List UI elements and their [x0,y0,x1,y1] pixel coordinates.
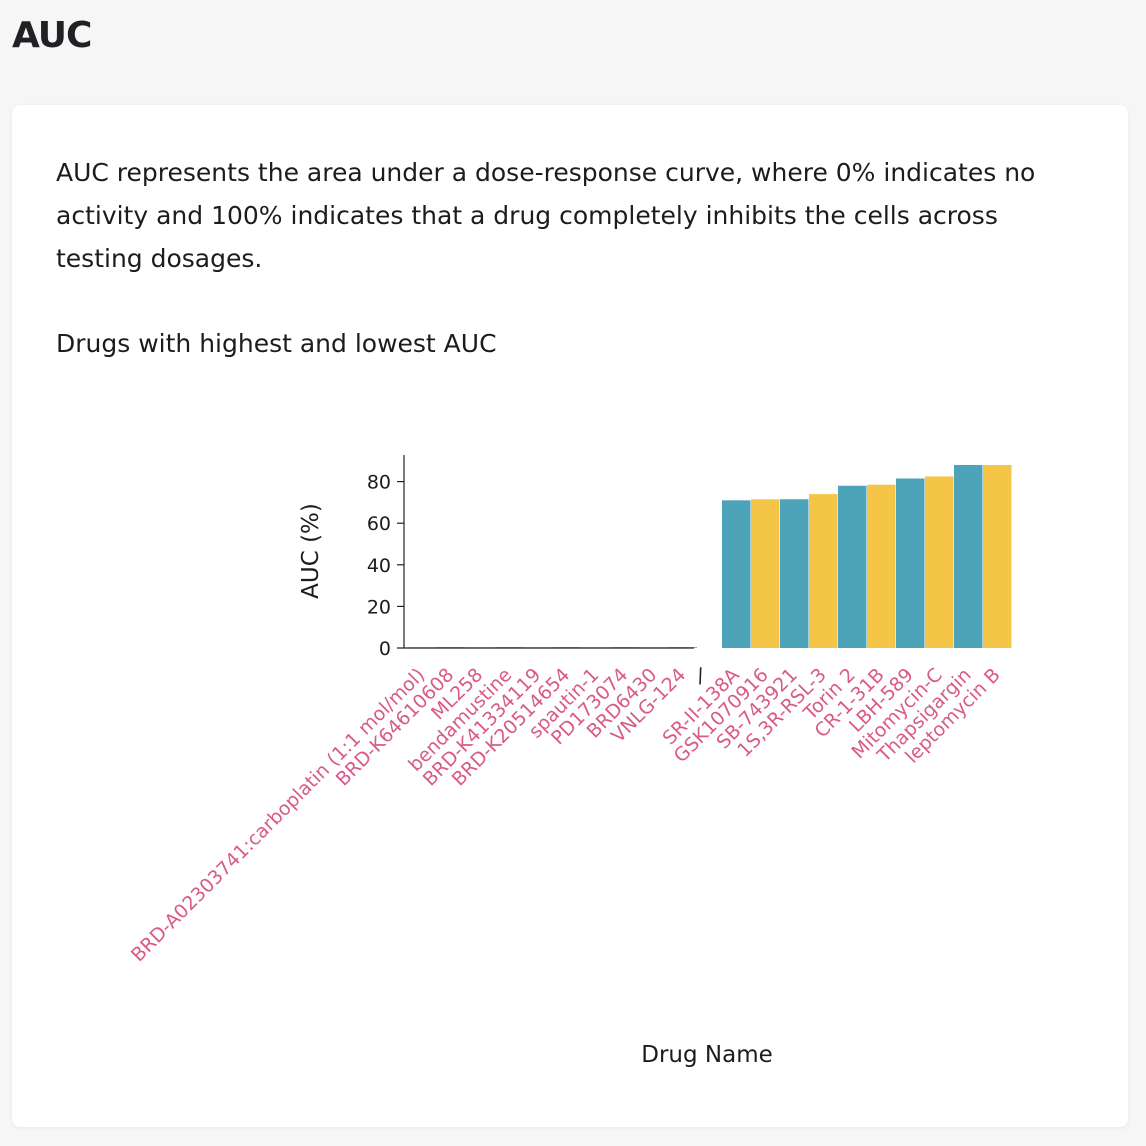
x-tick-labels: BRD-A02303741:carboplatin (1:1 mol/mol)B… [127,664,1005,966]
y-tick-label-80: 80 [367,472,391,494]
y-tick-label-0: 0 [379,638,391,660]
auc-description: AUC represents the area under a dose-res… [56,158,1036,273]
bar-gsk1070916 [751,499,780,648]
y-axis-title: AUC (%) [298,503,324,599]
x-tick-label-brd-a02303741-carboplatin-1-1-mol-mol: BRD-A02303741:carboplatin (1:1 mol/mol) [127,664,429,966]
y-tick-label-60: 60 [367,513,391,535]
bar-cr-1-31b [867,484,896,648]
y-ticks: 0 20 40 60 80 [367,472,404,660]
bar-torin-2 [838,485,867,648]
bar-leptomycin-b [983,464,1012,648]
x-axis-title: Drug Name [641,1042,773,1068]
bar-thapsigargin [954,464,983,648]
axis-break-separator: / [694,663,707,688]
bars-layer [407,464,1012,648]
bar-mitomycin-c [925,476,954,648]
bar-lbh-589 [896,478,925,648]
y-tick-label-20: 20 [367,596,391,618]
chart-title: Drugs with highest and lowest AUC [56,329,497,358]
bar-sb-743921 [780,499,809,648]
y-tick-label-40: 40 [367,555,391,577]
page-title: AUC [12,15,92,56]
bar-sr-ii-138a [722,500,751,648]
bar-1s-3r-rsl-3 [809,494,838,648]
